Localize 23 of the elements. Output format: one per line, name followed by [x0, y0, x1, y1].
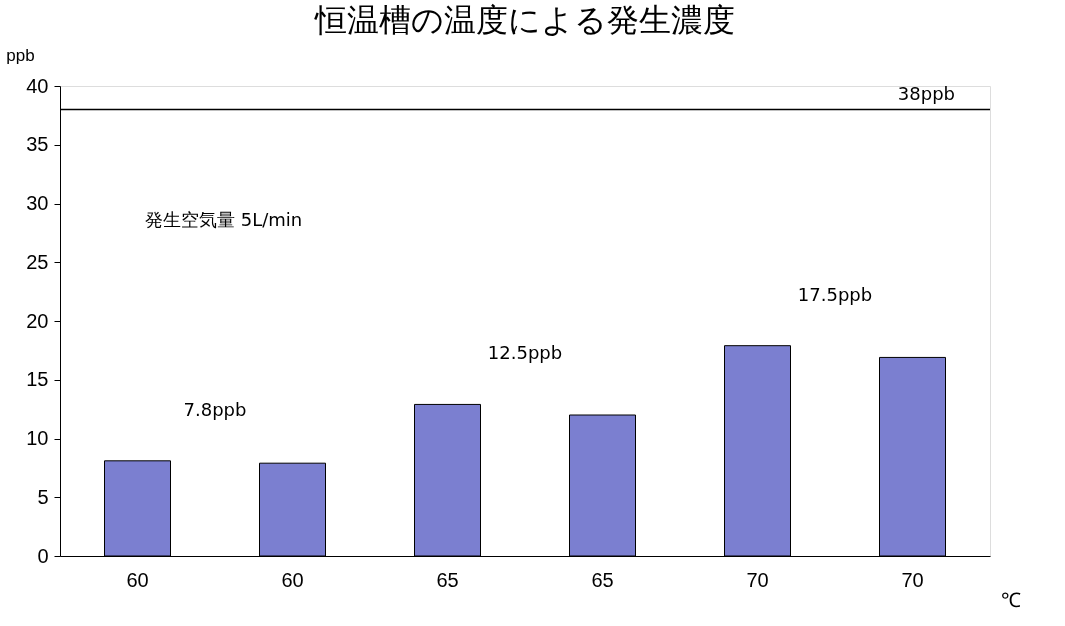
x-tick-label: 65	[436, 568, 459, 591]
x-tick-label: 70	[746, 568, 769, 591]
annotation: 17.5ppb	[797, 283, 873, 305]
y-tick-label: 10	[26, 427, 49, 449]
y-tick-label: 40	[26, 74, 49, 97]
y-tick-label: 35	[26, 133, 49, 156]
y-tick-label: 25	[26, 250, 49, 273]
ref-line-label: 38ppb	[897, 82, 955, 104]
x-tick-label: 70	[901, 568, 924, 591]
y-tick-label: 0	[37, 544, 49, 567]
x-tick-label: 65	[591, 568, 614, 591]
x-axis-title: ℃	[1000, 588, 1021, 611]
y-axis-title: ppb	[6, 45, 35, 65]
chart-title: 恒温槽の温度による発生濃度	[314, 1, 735, 39]
y-tick-label: 15	[26, 368, 49, 391]
y-tick-label: 20	[26, 309, 49, 332]
y-tick-label: 5	[37, 485, 49, 508]
annotation: 7.8ppb	[183, 398, 247, 420]
annotation: 12.5ppb	[487, 342, 563, 364]
y-tick-label: 30	[26, 192, 49, 214]
x-tick-label: 60	[126, 568, 149, 591]
annotation: 発生空気量 5L/min	[145, 209, 303, 230]
x-tick-label: 60	[281, 568, 304, 591]
